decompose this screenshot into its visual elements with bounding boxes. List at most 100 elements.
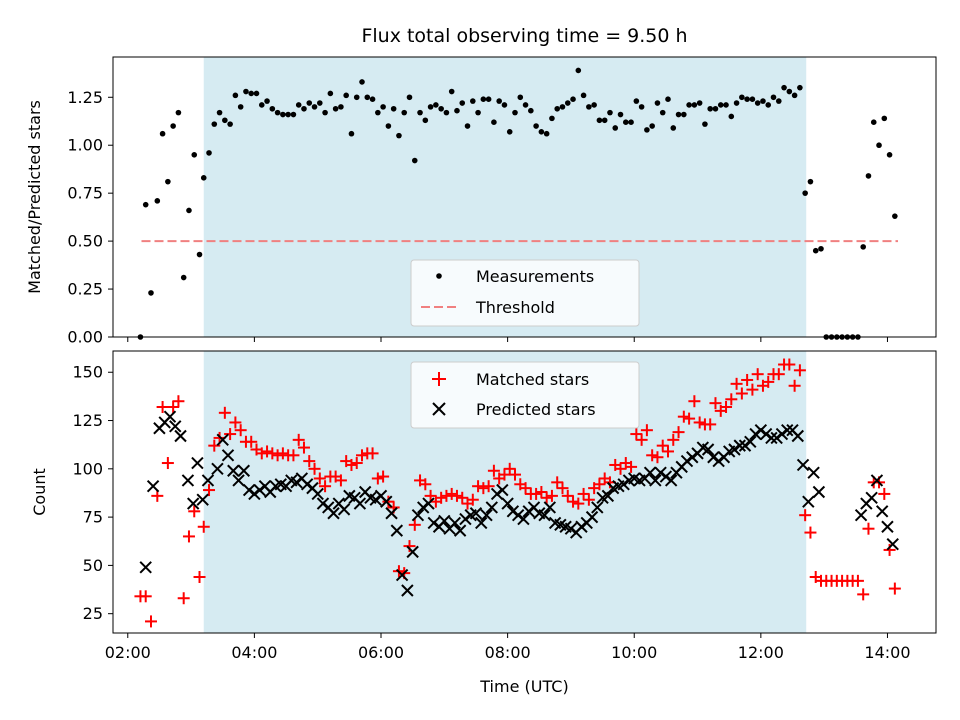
predicted-star-point — [865, 491, 878, 505]
matched-star-point — [551, 476, 564, 489]
matched-star-point — [482, 480, 495, 493]
matched-star-point — [540, 491, 553, 504]
measurement-point — [659, 109, 666, 116]
matched-star-point — [371, 472, 384, 485]
predicted-star-point — [875, 505, 889, 518]
measurement-point — [575, 67, 582, 74]
predicted-star-point — [480, 508, 493, 522]
y-tick-label: 125 — [72, 411, 103, 430]
predicted-star-point — [390, 524, 404, 537]
measurement-point — [622, 119, 629, 126]
measurement-point — [712, 105, 719, 112]
measurement-point — [411, 157, 418, 164]
matched-star-point — [234, 424, 247, 437]
x-tick-label: 10:00 — [611, 643, 657, 662]
predicted-star-point — [163, 410, 177, 423]
bottom-legend: Matched stars Predicted stars — [410, 361, 640, 429]
y-tick-label: 1.00 — [67, 136, 103, 155]
measurement-point — [248, 90, 255, 97]
matched-star-point — [334, 474, 347, 487]
measurement-point — [617, 111, 624, 118]
predicted-star-point — [649, 474, 662, 487]
measurement-point — [533, 123, 539, 129]
measurement-point — [485, 96, 492, 102]
predicted-star-point — [311, 487, 324, 501]
measurement-point — [322, 109, 328, 116]
measurement-point — [633, 98, 640, 104]
measurement-point — [681, 111, 687, 118]
matched-star-point — [704, 418, 717, 431]
measurement-point — [760, 98, 766, 104]
predicted-star-point — [475, 516, 488, 530]
measurement-point — [285, 111, 291, 118]
x-tick-label: 04:00 — [231, 643, 277, 662]
measurement-point — [148, 290, 154, 296]
matched-star-point — [303, 455, 316, 468]
measurement-point — [580, 92, 587, 99]
measurement-point — [258, 102, 265, 108]
y-tick-label: 150 — [72, 363, 103, 382]
measurement-point — [142, 201, 149, 208]
measurement-point — [480, 96, 487, 102]
measurement-point — [886, 152, 893, 158]
measurement-point — [317, 100, 323, 106]
measurement-point — [812, 247, 819, 254]
measurement-point — [433, 102, 439, 108]
measurement-point — [295, 102, 302, 108]
measurement-point — [422, 117, 429, 124]
matched-star-point — [672, 426, 685, 439]
matched-star-point — [630, 428, 643, 441]
y-tick-label: 1.25 — [67, 88, 103, 107]
matched-star-point — [167, 401, 180, 414]
measurement-point — [564, 100, 571, 106]
matched-star-point — [319, 480, 332, 493]
legend-matched-label: Matched stars — [476, 370, 589, 389]
measurement-point — [865, 173, 872, 179]
y-tick-label: 0.00 — [67, 328, 103, 347]
predicted-star-point — [781, 423, 794, 437]
matched-star-point — [350, 457, 363, 470]
y-tick-label: 75 — [83, 508, 103, 527]
measurement-point — [427, 104, 434, 110]
measurement-point — [348, 130, 355, 137]
matched-star-point — [582, 493, 595, 506]
matched-star-point — [255, 447, 268, 460]
measurements-legend-marker — [436, 273, 442, 279]
matched-star-point — [783, 358, 796, 371]
measurement-point — [454, 107, 460, 114]
matched-star-point — [218, 406, 231, 419]
measurement-point — [253, 90, 260, 97]
predicted-star-point — [211, 462, 224, 476]
matched-star-point — [751, 368, 764, 381]
measurement-point — [586, 104, 592, 110]
matched-star-point — [567, 495, 580, 508]
measurement-point — [770, 94, 777, 101]
predicted-star-point — [744, 435, 757, 448]
matched-star-point — [709, 397, 722, 410]
matched-star-point — [651, 451, 664, 464]
measurement-point — [175, 109, 182, 116]
predicted-star-point — [796, 458, 810, 472]
matched-star-point — [772, 368, 785, 381]
bottom-y-ticks: 25 50 75 100 125 150 — [72, 363, 113, 623]
matched-star-point — [799, 509, 812, 522]
measurement-point — [332, 105, 339, 112]
measurement-point — [543, 130, 550, 137]
matched-star-point — [509, 468, 522, 481]
predicted-star-point — [337, 503, 351, 516]
measurement-point — [364, 94, 371, 101]
matched-star-point — [229, 416, 242, 429]
bottom-axes-frame — [112, 350, 937, 634]
measurement-point — [469, 98, 476, 104]
predicted-star-point — [395, 568, 409, 582]
matched-star-point — [667, 433, 680, 446]
matched-star-point — [177, 592, 190, 605]
matched-star-point — [193, 570, 206, 583]
matched-star-point — [144, 615, 157, 628]
measurement-point — [670, 125, 677, 131]
measurement-point — [797, 84, 803, 91]
measurement-point — [596, 117, 603, 124]
measurement-point — [786, 88, 793, 95]
measurement-point — [396, 132, 402, 139]
matched-star-point — [688, 395, 701, 408]
